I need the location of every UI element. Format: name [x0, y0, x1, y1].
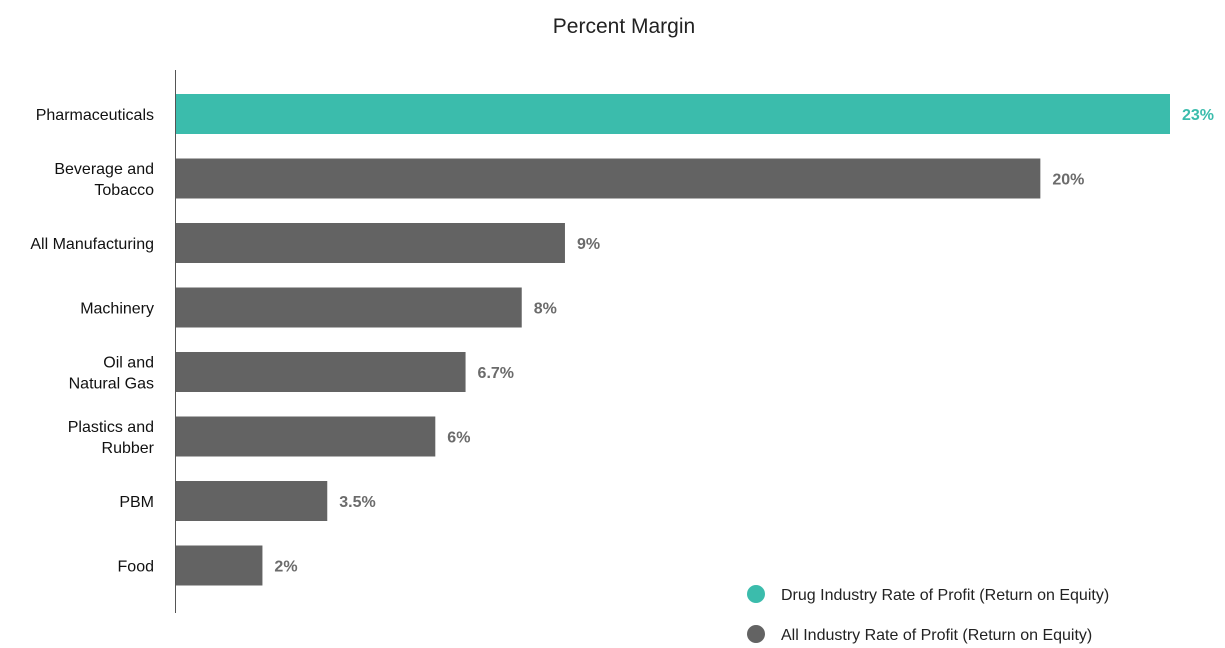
value-label-7: 2% — [274, 559, 297, 576]
bar-4 — [176, 352, 466, 392]
category-label-line: PBM — [119, 494, 154, 511]
category-label-5: Plastics and Rubber — [68, 419, 155, 457]
category-label-line: Beverage and — [54, 161, 154, 178]
legend-swatch-drug — [747, 585, 765, 603]
category-label-3: Machinery — [80, 301, 154, 318]
bar-2 — [176, 223, 565, 263]
category-label-line: Natural Gas — [69, 376, 154, 393]
bar-3 — [176, 287, 522, 328]
bars-layer — [176, 94, 1170, 586]
category-label-line: All Manufacturing — [30, 236, 154, 253]
bar-6 — [176, 481, 328, 521]
bar-5 — [176, 416, 436, 457]
category-label-line: Food — [118, 559, 154, 576]
category-label-line: Machinery — [80, 301, 154, 318]
category-label-line: Pharmaceuticals — [36, 107, 154, 124]
bar-7 — [176, 545, 263, 586]
category-label-6: PBM — [119, 494, 154, 511]
category-label-line: Tobacco — [94, 182, 154, 199]
category-label-line: Rubber — [102, 440, 155, 457]
legend-label-all: All Industry Rate of Profit (Return on E… — [781, 627, 1092, 644]
bar-1 — [176, 158, 1041, 199]
category-label-4: Oil and Natural Gas — [69, 355, 154, 393]
value-labels: 23% 20% 9% 8% 6.7% 6% 3.5% 2% — [274, 107, 1214, 576]
value-label-2: 9% — [577, 236, 600, 253]
legend-label-drug: Drug Industry Rate of Profit (Return on … — [781, 587, 1109, 604]
legend-swatch-all — [747, 625, 765, 643]
category-label-0: Pharmaceuticals — [36, 107, 154, 124]
value-label-1: 20% — [1052, 172, 1084, 189]
category-label-line: Plastics and — [68, 419, 154, 436]
value-label-3: 8% — [534, 301, 557, 318]
category-labels: Pharmaceuticals Beverage and Tobacco All Ma… — [30, 107, 154, 576]
value-label-0: 23% — [1182, 107, 1214, 124]
chart-title: Percent Margin — [553, 15, 695, 38]
bar-0 — [176, 94, 1170, 134]
legend: Drug Industry Rate of Profit (Return on … — [747, 585, 1109, 644]
category-label-line: Oil and — [103, 355, 154, 372]
value-label-6: 3.5% — [339, 494, 375, 511]
category-label-7: Food — [118, 559, 154, 576]
value-label-4: 6.7% — [478, 365, 514, 382]
category-label-1: Beverage and Tobacco — [54, 161, 154, 199]
category-label-2: All Manufacturing — [30, 236, 154, 253]
value-label-5: 6% — [447, 430, 470, 447]
